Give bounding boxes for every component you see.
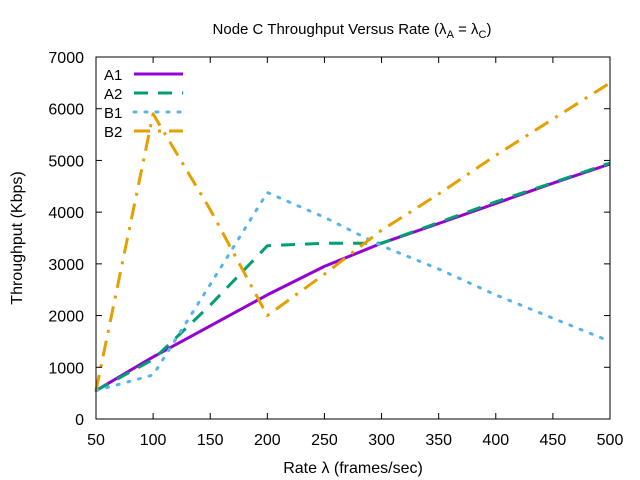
series-line-b1 — [94, 191, 612, 393]
x-tick-label: 250 — [311, 432, 338, 449]
y-tick-label: 0 — [75, 412, 84, 429]
x-tick-label: 150 — [197, 432, 224, 449]
legend: A1 A2 B1 B2 — [104, 67, 185, 141]
y-tick-label: 3000 — [48, 257, 84, 274]
x-tick-label: 350 — [425, 432, 452, 449]
chart-title: Node C Throughput Versus Rate (λA = λC) — [213, 21, 492, 41]
x-axis-title: Rate λ (frames/sec) — [283, 460, 423, 477]
x-tick-label: 450 — [540, 432, 567, 449]
x-tick-label: 400 — [482, 432, 509, 449]
series-line-a2 — [95, 161, 611, 392]
y-tick-label: 5000 — [48, 153, 84, 170]
y-tick-label: 6000 — [48, 102, 84, 119]
legend-label-b2: B2 — [104, 124, 122, 141]
y-tick-label: 1000 — [48, 360, 84, 377]
x-tick-label: 50 — [87, 432, 105, 449]
y-tick-label: 4000 — [48, 205, 84, 222]
series-line-a1 — [95, 162, 611, 392]
plot-frame — [95, 56, 611, 420]
x-tick-label: 100 — [140, 432, 167, 449]
y-tick-label: 7000 — [48, 50, 84, 67]
x-tick-label: 300 — [368, 432, 395, 449]
legend-label-b1: B1 — [104, 105, 122, 122]
series-line-b2 — [94, 81, 611, 391]
x-tick-label: 500 — [597, 432, 624, 449]
legend-label-a2: A2 — [104, 86, 122, 103]
y-axis-title: Throughput (Kbps) — [9, 171, 26, 304]
x-tick-label: 200 — [254, 432, 281, 449]
legend-label-a1: A1 — [104, 67, 122, 84]
y-tick-label: 2000 — [48, 309, 84, 326]
